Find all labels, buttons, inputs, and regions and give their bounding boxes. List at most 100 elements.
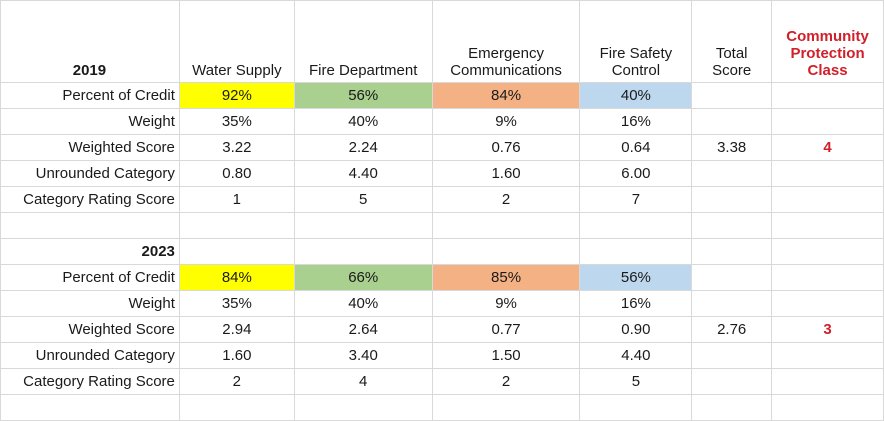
cell[interactable] — [293, 238, 433, 265]
cell[interactable] — [431, 212, 581, 239]
cell[interactable] — [691, 212, 773, 239]
row-label[interactable]: Category Rating Score — [0, 186, 180, 213]
cell[interactable]: 0.64 — [579, 134, 693, 161]
cell[interactable] — [691, 186, 773, 213]
cell[interactable]: 2.94 — [178, 316, 295, 343]
cell[interactable] — [293, 212, 433, 239]
cell[interactable]: 4.40 — [579, 342, 693, 369]
cell[interactable]: 0.76 — [431, 134, 581, 161]
protection-class-cell[interactable]: 4 — [771, 134, 884, 161]
cell[interactable]: 1.50 — [431, 342, 581, 369]
header-water-supply[interactable]: Water Supply — [178, 0, 295, 83]
cell[interactable] — [771, 264, 884, 291]
cell[interactable] — [771, 394, 884, 421]
cell[interactable] — [691, 160, 773, 187]
cell[interactable] — [691, 82, 773, 109]
cell[interactable] — [431, 238, 581, 265]
cell[interactable]: 84% — [178, 264, 295, 291]
cell[interactable] — [691, 290, 773, 317]
cell[interactable] — [771, 342, 884, 369]
cell[interactable] — [178, 394, 295, 421]
protection-class-cell[interactable]: 3 — [771, 316, 884, 343]
cell[interactable]: 1.60 — [178, 342, 295, 369]
cell[interactable]: 2 — [431, 368, 581, 395]
cell[interactable]: 6.00 — [579, 160, 693, 187]
row-label[interactable]: Unrounded Category — [0, 160, 180, 187]
cell[interactable]: 85% — [431, 264, 581, 291]
cell[interactable] — [691, 238, 773, 265]
cell[interactable]: 2.24 — [293, 134, 433, 161]
cell[interactable]: 40% — [293, 108, 433, 135]
cell[interactable]: 84% — [431, 82, 581, 109]
year-cell[interactable]: 2023 — [0, 238, 180, 265]
cell[interactable]: 66% — [293, 264, 433, 291]
cell[interactable] — [431, 394, 581, 421]
cell[interactable] — [579, 394, 693, 421]
cell[interactable]: 16% — [579, 108, 693, 135]
cell[interactable] — [771, 238, 884, 265]
row-label[interactable]: Percent of Credit — [0, 82, 180, 109]
cell[interactable]: 2.64 — [293, 316, 433, 343]
cell[interactable] — [691, 342, 773, 369]
cell[interactable]: 35% — [178, 290, 295, 317]
cell[interactable]: 1.60 — [431, 160, 581, 187]
cell[interactable]: 9% — [431, 108, 581, 135]
cell[interactable]: 0.80 — [178, 160, 295, 187]
cell[interactable]: 3.40 — [293, 342, 433, 369]
cell[interactable] — [771, 160, 884, 187]
cell[interactable]: 56% — [579, 264, 693, 291]
header-community-protection-class[interactable]: Community Protection Class — [771, 0, 884, 83]
cell[interactable] — [0, 212, 180, 239]
cell[interactable] — [293, 394, 433, 421]
cell[interactable] — [771, 186, 884, 213]
cell[interactable]: 0.77 — [431, 316, 581, 343]
cell[interactable]: 2 — [431, 186, 581, 213]
header-emergency-communications[interactable]: Emergency Communications — [431, 0, 581, 83]
cell[interactable]: 3.22 — [178, 134, 295, 161]
total-score-cell[interactable]: 2.76 — [691, 316, 773, 343]
header-fire-department[interactable]: Fire Department — [293, 0, 433, 83]
cell[interactable] — [178, 238, 295, 265]
row-label[interactable]: Weighted Score — [0, 134, 180, 161]
cell[interactable] — [0, 394, 180, 421]
row-label[interactable]: Percent of Credit — [0, 264, 180, 291]
cell[interactable]: 0.90 — [579, 316, 693, 343]
cell[interactable] — [771, 108, 884, 135]
cell[interactable]: 1 — [178, 186, 295, 213]
cell[interactable] — [691, 264, 773, 291]
cell[interactable]: 4 — [293, 368, 433, 395]
header-total-score[interactable]: Total Score — [691, 0, 773, 83]
cell[interactable]: 2 — [178, 368, 295, 395]
cell[interactable]: 16% — [579, 290, 693, 317]
row-label[interactable]: Unrounded Category — [0, 342, 180, 369]
row-label[interactable]: Category Rating Score — [0, 368, 180, 395]
cell[interactable] — [691, 108, 773, 135]
cell[interactable] — [771, 290, 884, 317]
cell[interactable]: 5 — [293, 186, 433, 213]
header-fire-safety-control[interactable]: Fire Safety Control — [579, 0, 693, 83]
year-cell[interactable]: 2019 — [0, 0, 180, 83]
row-label[interactable]: Weighted Score — [0, 316, 180, 343]
empty-row — [0, 212, 884, 239]
cell[interactable]: 56% — [293, 82, 433, 109]
row-label[interactable]: Weight — [0, 108, 180, 135]
cell[interactable]: 4.40 — [293, 160, 433, 187]
cell[interactable] — [771, 212, 884, 239]
cell[interactable]: 5 — [579, 368, 693, 395]
cell[interactable] — [178, 212, 295, 239]
cell[interactable]: 92% — [178, 82, 295, 109]
cell[interactable] — [579, 212, 693, 239]
cell[interactable]: 9% — [431, 290, 581, 317]
cell[interactable] — [691, 394, 773, 421]
total-score-cell[interactable]: 3.38 — [691, 134, 773, 161]
row-label[interactable]: Weight — [0, 290, 180, 317]
cell[interactable] — [771, 82, 884, 109]
cell[interactable]: 40% — [579, 82, 693, 109]
cell[interactable]: 35% — [178, 108, 295, 135]
cell[interactable]: 40% — [293, 290, 433, 317]
cell[interactable] — [579, 238, 693, 265]
cell[interactable] — [771, 368, 884, 395]
cell[interactable]: 7 — [579, 186, 693, 213]
cell[interactable] — [691, 368, 773, 395]
